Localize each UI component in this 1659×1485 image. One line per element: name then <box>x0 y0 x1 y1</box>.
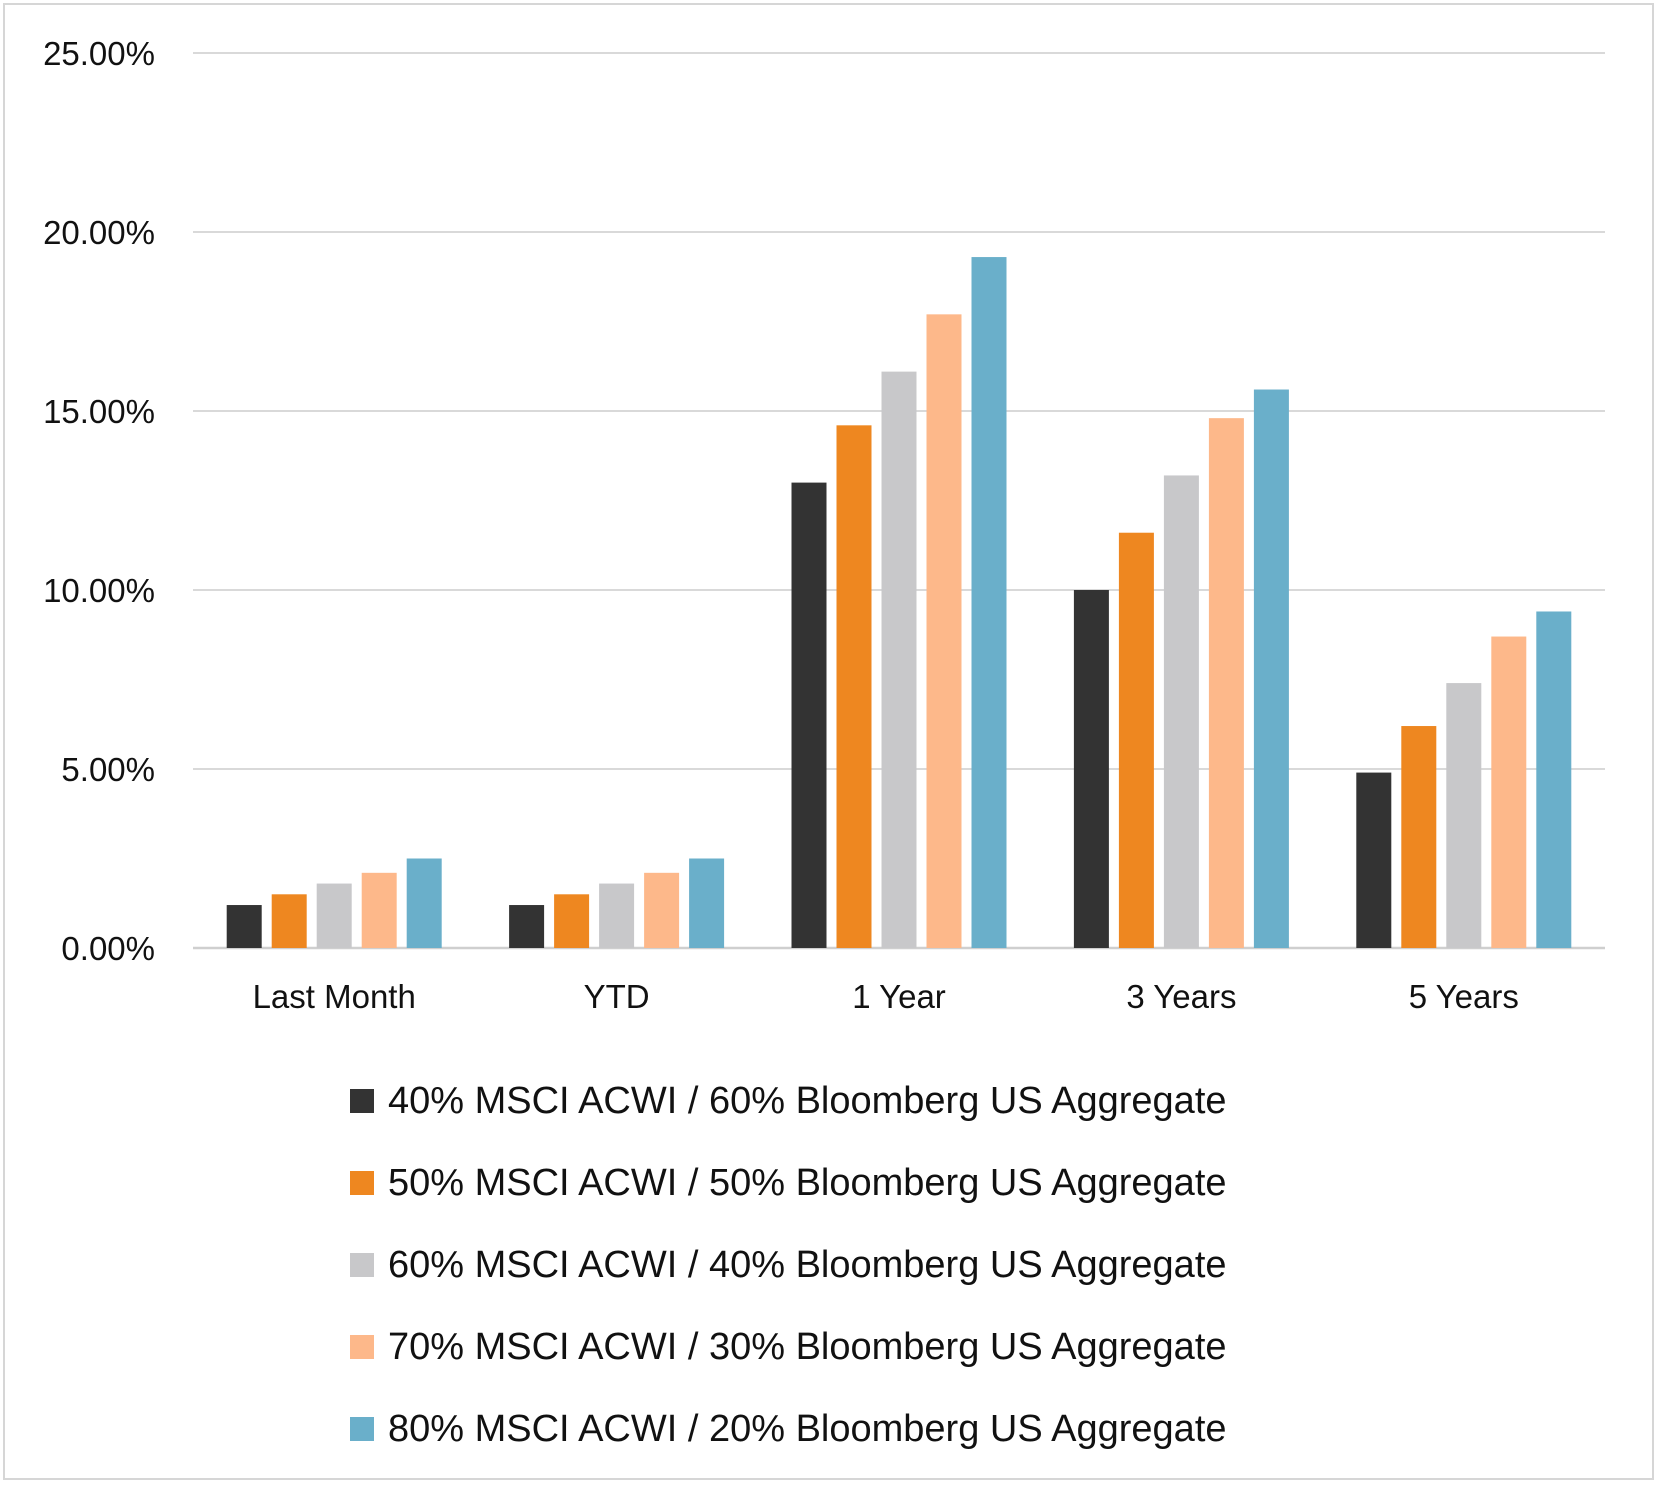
bar <box>1446 683 1482 948</box>
legend-swatch <box>350 1089 374 1113</box>
legend-swatch <box>350 1171 374 1195</box>
x-category-label: 1 Year <box>852 978 946 1015</box>
legend-item: 70% MSCI ACWI / 30% Bloomberg US Aggrega… <box>350 1306 1227 1388</box>
legend-item: 40% MSCI ACWI / 60% Bloomberg US Aggrega… <box>350 1060 1227 1142</box>
legend-item: 50% MSCI ACWI / 50% Bloomberg US Aggrega… <box>350 1142 1227 1224</box>
x-axis-categories: Last Month YTD 1 Year 3 Years 5 Years <box>253 978 1519 1015</box>
bar-chart: 0.00% 5.00% 10.00% 15.00% 20.00% 25.00% Last … <box>43 35 1605 1015</box>
bar <box>836 425 872 948</box>
bar <box>1536 611 1572 948</box>
bar <box>554 894 590 948</box>
x-category-label: 3 Years <box>1126 978 1236 1015</box>
bar <box>689 858 725 948</box>
x-category-label: Last Month <box>253 978 416 1015</box>
bar <box>881 371 917 948</box>
bar <box>226 905 262 948</box>
legend-item: 80% MSCI ACWI / 20% Bloomberg US Aggrega… <box>350 1388 1227 1470</box>
bar <box>599 883 635 948</box>
bar <box>926 314 962 949</box>
bar <box>1356 772 1392 948</box>
legend-label: 40% MSCI ACWI / 60% Bloomberg US Aggrega… <box>388 1079 1227 1122</box>
bar <box>791 482 827 948</box>
y-tick-label: 20.00% <box>43 214 155 251</box>
bar <box>644 872 680 948</box>
bar <box>509 905 545 948</box>
x-category-label: 5 Years <box>1409 978 1519 1015</box>
bar <box>1163 475 1199 948</box>
legend: 40% MSCI ACWI / 60% Bloomberg US Aggrega… <box>350 1060 1227 1470</box>
x-category-label: YTD <box>584 978 650 1015</box>
y-tick-label: 5.00% <box>61 751 155 788</box>
bars <box>226 257 1572 949</box>
legend-item: 60% MSCI ACWI / 40% Bloomberg US Aggrega… <box>350 1224 1227 1306</box>
y-tick-label: 25.00% <box>43 35 155 72</box>
bar <box>1073 590 1109 948</box>
y-tick-label: 0.00% <box>61 930 155 967</box>
bar <box>361 872 397 948</box>
legend-swatch <box>350 1335 374 1359</box>
y-axis-ticks: 0.00% 5.00% 10.00% 15.00% 20.00% 25.00% <box>43 35 155 967</box>
legend-swatch <box>350 1253 374 1277</box>
legend-label: 50% MSCI ACWI / 50% Bloomberg US Aggrega… <box>388 1161 1227 1204</box>
legend-swatch <box>350 1417 374 1441</box>
bar <box>1491 636 1527 948</box>
bar <box>1253 389 1289 948</box>
legend-label: 80% MSCI ACWI / 20% Bloomberg US Aggrega… <box>388 1407 1227 1450</box>
bar <box>406 858 442 948</box>
y-tick-label: 15.00% <box>43 393 155 430</box>
legend-label: 70% MSCI ACWI / 30% Bloomberg US Aggrega… <box>388 1325 1227 1368</box>
bar <box>271 894 307 948</box>
bar <box>971 257 1007 948</box>
bar <box>1401 726 1437 948</box>
y-tick-label: 10.00% <box>43 572 155 609</box>
chart-frame <box>3 3 1654 1480</box>
legend-label: 60% MSCI ACWI / 40% Bloomberg US Aggrega… <box>388 1243 1227 1286</box>
bar <box>1208 418 1244 948</box>
bar <box>1118 532 1154 948</box>
bar <box>316 883 352 948</box>
